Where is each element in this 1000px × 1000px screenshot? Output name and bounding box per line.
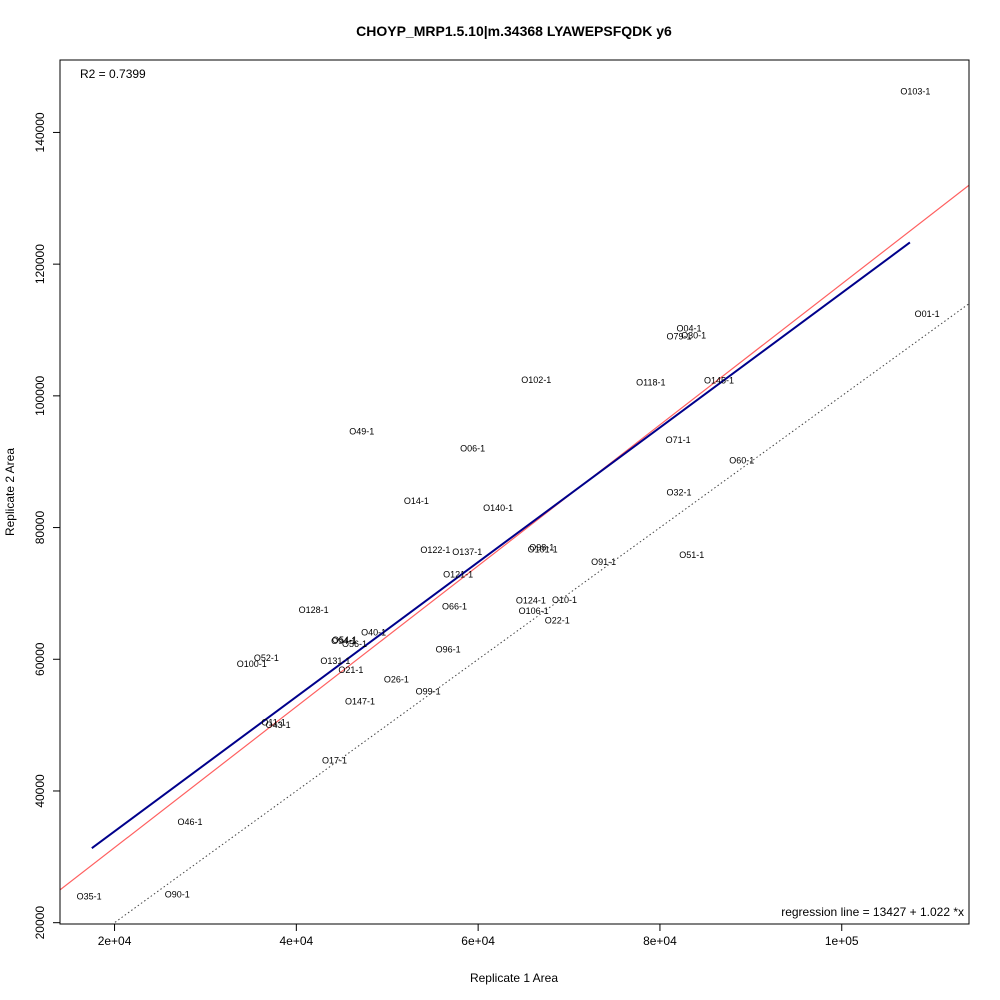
point-label: O17-1	[322, 756, 347, 766]
point-label: O26-1	[384, 675, 409, 685]
point-label: O94-1	[331, 636, 356, 646]
point-label: O124-1	[516, 596, 546, 606]
point-label: O06-1	[460, 444, 485, 454]
point-label: O46-1	[177, 817, 202, 827]
point-label: O01-1	[915, 309, 940, 319]
y-tick-label: 140000	[33, 112, 47, 152]
point-label: O101-1	[528, 544, 558, 554]
point-label: O22-1	[545, 615, 570, 625]
x-tick-label: 1e+05	[825, 934, 859, 948]
point-label: O11-1	[261, 717, 285, 727]
point-label: O122-1	[420, 545, 450, 555]
point-label: O121-1	[443, 569, 473, 579]
point-label: O118-1	[636, 378, 665, 388]
y-tick-label: 120000	[33, 244, 47, 284]
point-label: O51-1	[679, 550, 704, 560]
regression-annotation: regression line = 13427 + 1.022 *x	[781, 905, 964, 919]
reference-line	[60, 184, 969, 891]
x-tick-label: 6e+04	[461, 934, 495, 948]
point-label: O96-1	[436, 644, 461, 654]
chart-title: CHOYP_MRP1.5.10|m.34368 LYAWEPSFQDK y6	[356, 23, 672, 39]
point-label: O66-1	[442, 602, 467, 612]
point-label: O145-1	[704, 376, 734, 386]
point-label: O30-1	[681, 330, 706, 340]
point-label: O21-1	[338, 665, 363, 675]
x-tick-label: 8e+04	[643, 934, 677, 948]
point-label: O100-1	[237, 659, 267, 669]
point-label: O147-1	[345, 696, 375, 706]
x-tick-label: 2e+04	[98, 934, 132, 948]
point-label: O52-1	[254, 653, 279, 663]
point-label: O131-1	[320, 656, 350, 666]
point-label: O56-1	[342, 639, 367, 649]
point-label: O60-1	[729, 455, 754, 465]
point-label: O04-1	[677, 324, 702, 334]
point-label: O99-1	[416, 687, 441, 697]
point-label: O35-1	[77, 891, 102, 901]
point-label: O32-1	[667, 488, 692, 498]
point-label: O137-1	[452, 547, 482, 557]
y-tick-label: 40000	[33, 774, 47, 808]
point-label: O79-1	[667, 332, 692, 342]
point-label: O140-1	[483, 503, 513, 513]
point-label: O71-1	[666, 435, 691, 445]
y-tick-label: 80000	[33, 511, 47, 545]
y-tick-label: 60000	[33, 642, 47, 676]
point-label: O10-1	[552, 595, 577, 605]
point-label: O49-1	[349, 426, 374, 436]
point-label: O128-1	[299, 605, 329, 615]
point-label: O90-1	[165, 889, 190, 899]
point-label: O106-1	[519, 606, 549, 616]
y-tick-label: 20000	[33, 906, 47, 940]
point-label: O43-1	[266, 720, 291, 730]
plot-frame	[59, 59, 970, 925]
point-label: O40-1	[361, 627, 386, 637]
identity-line	[111, 303, 969, 924]
point-label: O102-1	[521, 375, 551, 385]
point-label: O103-1	[900, 87, 930, 97]
x-axis-label: Replicate 1 Area	[470, 971, 558, 985]
regression-line	[91, 241, 911, 849]
point-label: O91-1	[591, 557, 616, 567]
point-label: O14-1	[404, 496, 429, 506]
y-axis-label: Replicate 2 Area	[3, 448, 17, 536]
point-label: O98-1	[529, 542, 554, 552]
r2-annotation: R2 = 0.7399	[80, 67, 146, 81]
y-tick-label: 100000	[33, 376, 47, 416]
point-label: O54-1	[332, 635, 357, 645]
x-tick-label: 4e+04	[279, 934, 313, 948]
